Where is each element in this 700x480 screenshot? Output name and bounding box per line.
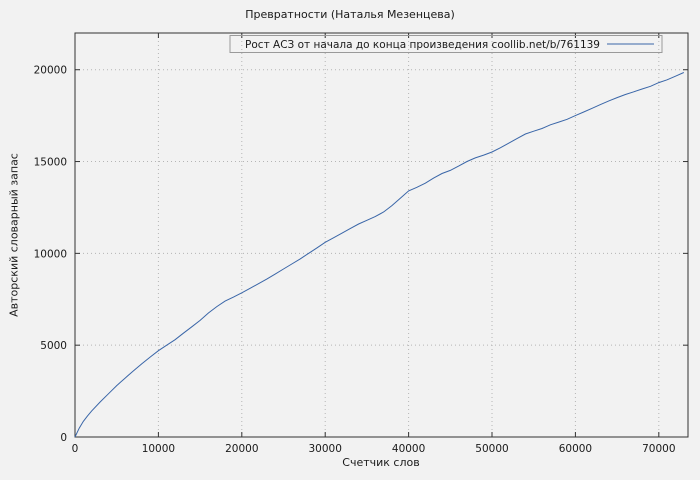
y-tick-label: 15000 [34, 157, 67, 169]
y-tick-label: 0 [60, 432, 67, 444]
x-axis-label: Счетчик слов [342, 456, 420, 469]
x-tick-label: 0 [72, 443, 79, 455]
plot-border [74, 32, 689, 438]
x-tick-label: 20000 [225, 443, 258, 455]
x-tick-label: 30000 [309, 443, 342, 455]
series-line [74, 72, 685, 438]
y-tick-label: 5000 [40, 340, 67, 352]
y-tick-label: 10000 [34, 248, 67, 260]
x-tick-label: 10000 [142, 443, 175, 455]
x-tick-label: 50000 [475, 443, 508, 455]
legend-box [229, 35, 663, 53]
x-tick-label: 70000 [642, 443, 675, 455]
chart-title: Превратности (Наталья Мезенцева) [245, 8, 455, 21]
legend-label: Рост АСЗ от начала до конца произведения… [245, 39, 600, 51]
x-tick-label: 40000 [392, 443, 425, 455]
y-tick-label: 20000 [34, 65, 67, 77]
x-tick-label: 60000 [559, 443, 592, 455]
